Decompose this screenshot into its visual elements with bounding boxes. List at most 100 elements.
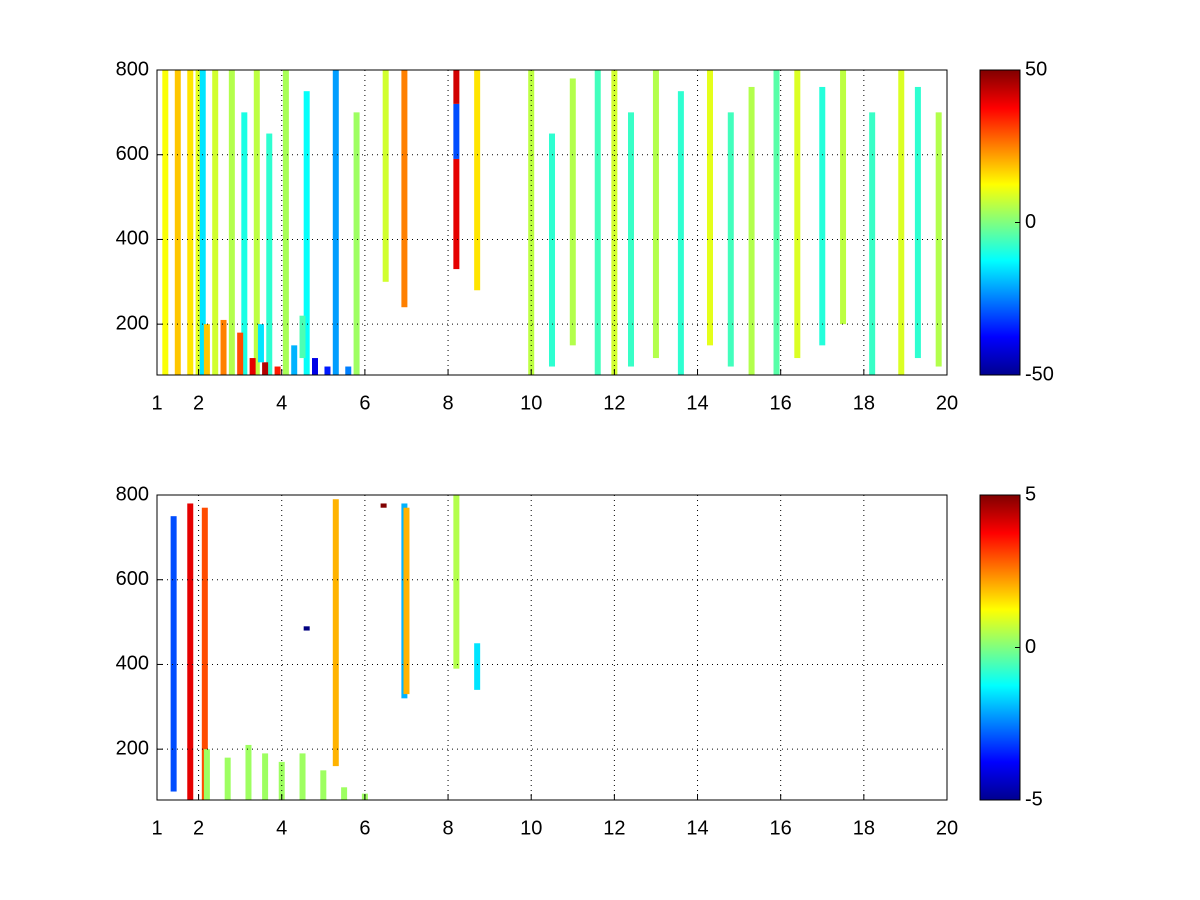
x-tick-label: 1 (151, 392, 162, 414)
heat-streak (332, 70, 339, 375)
heat-streak (224, 757, 231, 800)
x-tick-label: 6 (359, 817, 370, 839)
heat-streak (299, 315, 306, 359)
x-tick-label: 6 (359, 392, 370, 414)
heat-streak (474, 70, 481, 291)
heat-streak (748, 86, 755, 375)
heat-streak (677, 91, 684, 376)
heat-streak (274, 366, 281, 375)
x-tick-label: 4 (276, 392, 287, 414)
x-tick-label: 18 (853, 392, 875, 414)
axes-frame (156, 494, 948, 801)
heat-streak (528, 70, 535, 375)
x-tick-label: 1 (151, 817, 162, 839)
heat-streak (266, 133, 273, 375)
heat-streak (162, 70, 169, 375)
heat-streak (727, 112, 734, 367)
heat-streak (549, 133, 555, 367)
x-tick-label: 2 (193, 817, 204, 839)
x-tick-label: 16 (770, 817, 792, 839)
heat-streak (262, 362, 269, 375)
heat-streak (324, 366, 331, 375)
x-tick-label: 20 (936, 392, 958, 414)
heat-streak (611, 70, 618, 375)
x-tick-label: 2 (193, 392, 204, 414)
colorbar-tick-label: -50 (1025, 363, 1054, 385)
heat-streak (203, 324, 210, 375)
colorbar (979, 494, 1021, 801)
heat-streak (195, 70, 202, 375)
heat-streak (303, 626, 310, 631)
x-tick-label: 14 (686, 817, 708, 839)
x-tick-label: 18 (853, 817, 875, 839)
heat-streak (474, 643, 481, 690)
heat-streak (320, 770, 327, 800)
y-tick-label: 800 (116, 58, 149, 80)
heat-streak (453, 158, 460, 270)
x-tick-label: 8 (442, 817, 453, 839)
axes-frame (156, 69, 948, 376)
x-tick-label: 8 (442, 392, 453, 414)
heat-streak (199, 70, 206, 375)
colorbar-tick-label: 0 (1025, 211, 1036, 233)
y-tick-label: 600 (116, 568, 149, 590)
y-tick-label: 200 (116, 737, 149, 759)
heat-streak (237, 332, 244, 375)
heat-streak (569, 78, 576, 346)
heat-streak (628, 112, 634, 367)
heat-streak (401, 70, 408, 308)
heat-streak (794, 70, 801, 359)
y-tick-label: 600 (116, 143, 149, 165)
heat-streak (332, 499, 339, 767)
heat-streak (262, 753, 269, 800)
x-tick-label: 12 (603, 817, 625, 839)
y-tick-label: 800 (116, 483, 149, 505)
heat-streak (403, 507, 410, 695)
x-tick-label: 16 (770, 392, 792, 414)
colorbar (979, 69, 1021, 376)
heat-streak (174, 70, 181, 375)
heat-streak (282, 70, 289, 375)
heat-streak (187, 70, 194, 375)
heat-streak (203, 749, 210, 800)
heat-streak (840, 70, 847, 325)
heat-streak (594, 70, 601, 375)
x-tick-label: 10 (520, 817, 542, 839)
heat-streak (201, 507, 208, 800)
heat-streak (249, 358, 256, 375)
y-tick-label: 200 (116, 312, 149, 334)
heat-streak (382, 70, 389, 282)
heat-streak (220, 319, 227, 375)
x-tick-label: 4 (276, 817, 287, 839)
colorbar-tick-label: 5 (1025, 483, 1036, 505)
heat-streak (453, 495, 460, 669)
heat-streak (353, 112, 360, 375)
heat-streak (773, 70, 780, 375)
heat-streak (380, 503, 387, 508)
heat-streak (898, 70, 905, 375)
colorbar-tick-label: 50 (1025, 58, 1047, 80)
y-tick-label: 400 (116, 228, 149, 250)
x-tick-label: 20 (936, 817, 958, 839)
heat-streak (187, 503, 194, 800)
heat-streak (245, 744, 252, 800)
x-tick-label: 14 (686, 392, 708, 414)
heat-streak (299, 753, 306, 800)
heat-streak (819, 86, 826, 346)
heat-streak (228, 70, 235, 375)
heat-streak (453, 103, 460, 159)
heat-streak (253, 70, 260, 375)
heat-streak (241, 112, 248, 375)
colorbar-tick-label: 0 (1025, 636, 1036, 658)
x-tick-label: 10 (520, 392, 542, 414)
heat-streak (341, 787, 348, 800)
y-tick-label: 400 (116, 653, 149, 675)
heat-streak (345, 366, 352, 375)
heat-streak (453, 70, 460, 104)
heat-streak (914, 86, 921, 359)
heat-streak (257, 324, 264, 363)
heat-streak (869, 112, 876, 375)
heat-streak (312, 358, 318, 375)
colorbar-tick-label: -5 (1025, 788, 1043, 810)
